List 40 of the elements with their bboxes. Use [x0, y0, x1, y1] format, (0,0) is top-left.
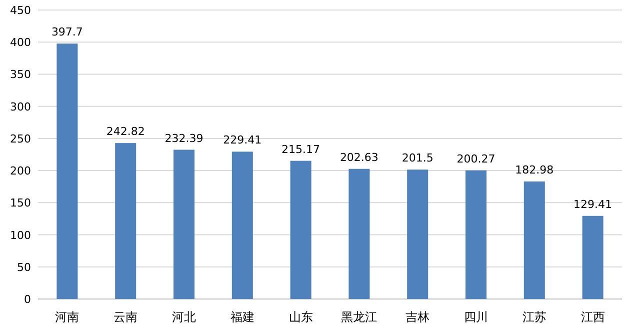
bar [232, 152, 253, 299]
y-tick-label: 400 [10, 36, 31, 50]
bar [173, 150, 195, 299]
x-tick-label: 江苏 [522, 310, 546, 324]
bar [115, 143, 136, 299]
y-tick-label: 300 [10, 100, 31, 114]
x-tick-label: 河北 [172, 310, 196, 324]
data-label: 229.41 [223, 134, 262, 147]
y-tick-label: 450 [10, 4, 31, 17]
bar [348, 168, 370, 299]
y-tick-label: 150 [10, 196, 31, 210]
x-tick-label: 福建 [230, 310, 254, 324]
data-label: 200.27 [456, 152, 496, 166]
y-tick-label: 50 [17, 260, 31, 274]
x-tick-label: 山东 [288, 310, 313, 324]
data-label: 215.17 [282, 142, 320, 156]
x-tick-label: 江西 [580, 310, 605, 324]
y-tick-label: 350 [10, 68, 31, 82]
y-tick-label: 100 [10, 228, 31, 242]
bar [56, 44, 78, 299]
data-label: 242.82 [106, 125, 145, 138]
data-label: 397.7 [51, 26, 83, 39]
y-tick-label: 250 [10, 132, 31, 146]
data-label: 129.41 [574, 198, 612, 211]
data-label: 202.63 [340, 150, 378, 164]
x-tick-label: 四川 [464, 310, 488, 324]
x-tick-label: 云南 [114, 310, 138, 324]
bar [524, 181, 545, 299]
data-label: 232.39 [164, 132, 204, 145]
y-tick-label: 200 [10, 164, 31, 178]
x-tick-label: 吉林 [406, 310, 430, 324]
data-label: 182.98 [515, 163, 554, 176]
bar [407, 170, 428, 299]
y-tick-label: 0 [24, 293, 31, 306]
x-tick-label: 河南 [55, 310, 80, 324]
bar [465, 170, 487, 299]
data-label: 201.5 [402, 152, 434, 165]
bar [582, 216, 604, 299]
x-tick-label: 黑龙江 [341, 310, 378, 324]
bar [290, 160, 312, 299]
